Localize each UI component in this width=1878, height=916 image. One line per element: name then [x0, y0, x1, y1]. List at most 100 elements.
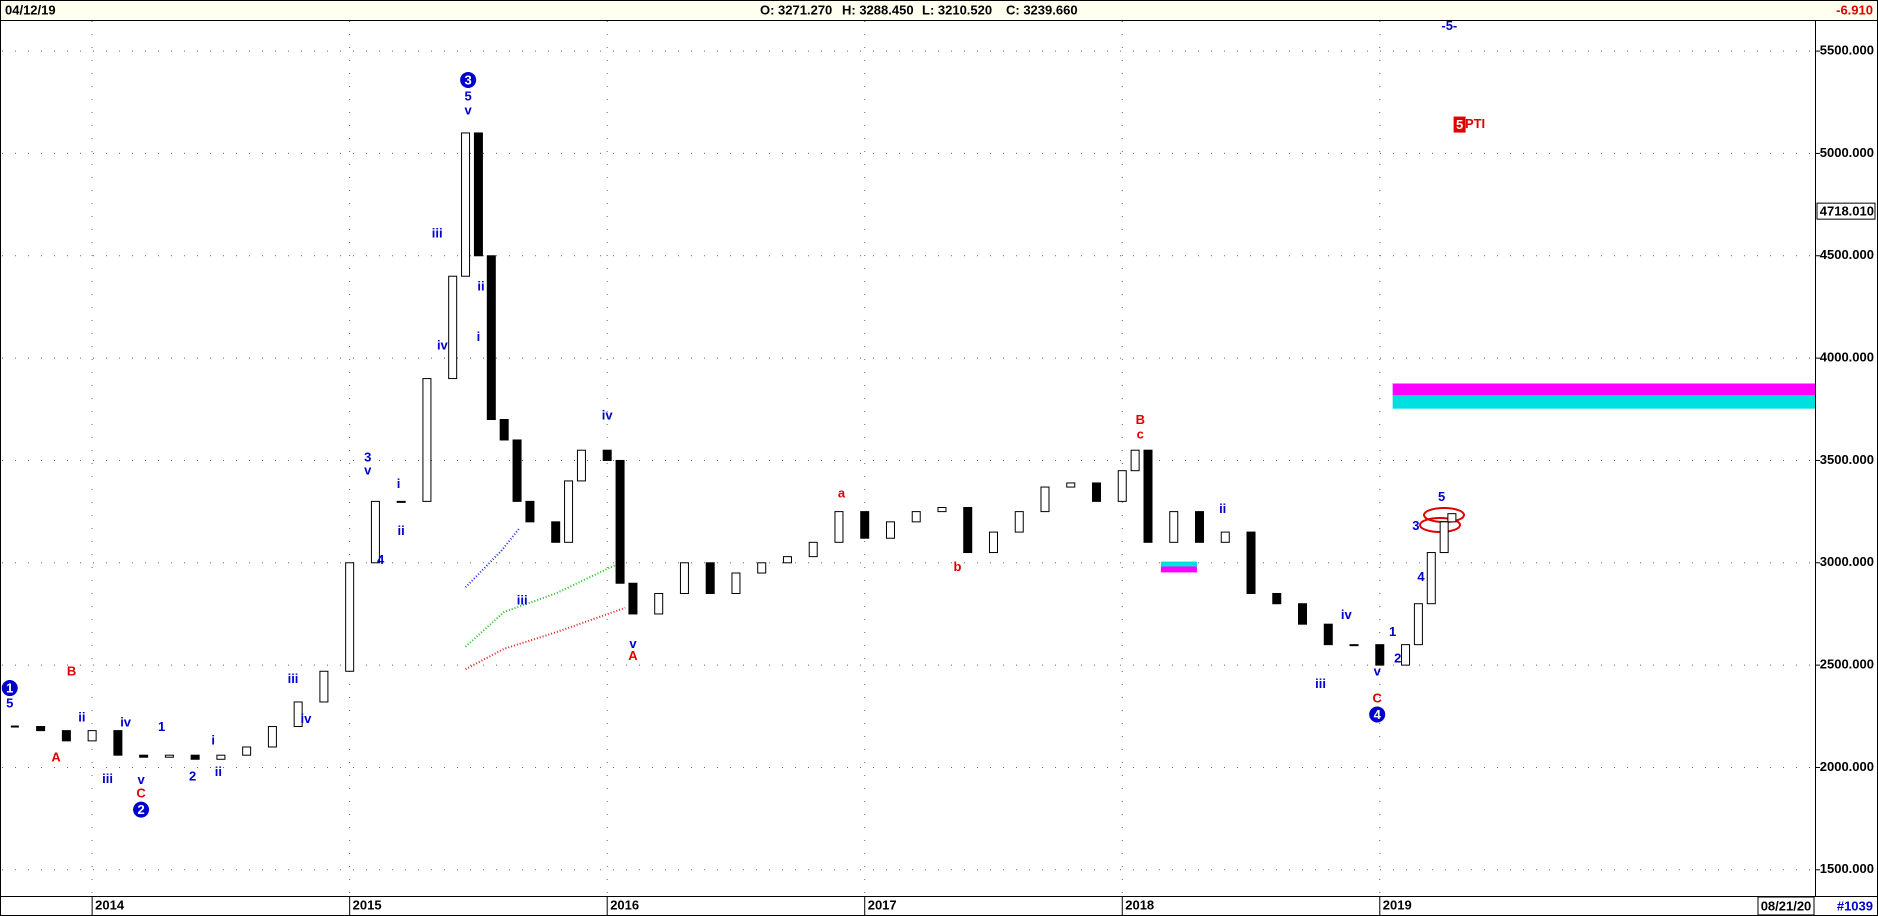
- wave-label: 1: [6, 680, 13, 695]
- candle: [654, 592, 664, 615]
- candle: [486, 255, 496, 421]
- y-tick-label: 5000.000: [1820, 145, 1874, 160]
- candle: [216, 754, 226, 760]
- candle: [1014, 511, 1024, 533]
- wave-label: ii: [398, 523, 405, 538]
- wave-label: 4: [1374, 707, 1382, 722]
- x-tick-label: 2017: [868, 897, 897, 912]
- wave-label: 5: [6, 696, 13, 711]
- candle: [1349, 644, 1359, 647]
- candle: [461, 132, 471, 277]
- header-close: C: 3239.660: [1006, 2, 1078, 17]
- x-tick-label: 2019: [1383, 897, 1412, 912]
- price-marker-box: [1816, 202, 1876, 220]
- candle: [113, 730, 123, 756]
- candle: [61, 730, 71, 742]
- candle: [370, 500, 380, 564]
- wave-label: iii: [1315, 676, 1326, 691]
- candle: [757, 562, 767, 574]
- candle: [36, 726, 46, 732]
- wave-label: B: [67, 664, 76, 679]
- wave-label: i: [211, 732, 215, 747]
- target-zone: [1160, 561, 1197, 567]
- x-tick-label: 2016: [610, 897, 639, 912]
- candle: [1401, 644, 1411, 666]
- wave-label: 1: [158, 719, 165, 734]
- candle: [834, 511, 844, 543]
- wave-label: ii: [477, 279, 484, 294]
- x-tick-label: 2015: [353, 897, 382, 912]
- wave-label: iii: [288, 671, 299, 686]
- candle: [448, 275, 458, 380]
- candle: [345, 562, 355, 672]
- wave-box: [1453, 116, 1466, 133]
- header-high: H: 3288.450: [842, 2, 914, 17]
- y-tick-label: 2000.000: [1820, 759, 1874, 774]
- overlay-line: [465, 606, 626, 671]
- y-tick-label: 4500.000: [1820, 247, 1874, 262]
- candle: [319, 670, 329, 703]
- price-marker-label: 4718.010: [1820, 204, 1874, 219]
- wave-label: v: [364, 463, 372, 478]
- wave-label: a: [838, 486, 846, 501]
- date-strip: [0, 896, 1878, 916]
- header-low: L: 3210.520: [922, 2, 992, 17]
- overlay-line: [464, 527, 521, 589]
- wave-label: v: [629, 636, 637, 651]
- wave-label: ii: [215, 764, 222, 779]
- y-tick-label: 5500.000: [1820, 43, 1874, 58]
- candle: [1246, 531, 1256, 594]
- candle: [512, 439, 522, 502]
- candle: [422, 378, 432, 502]
- wave-label: iii: [102, 771, 113, 786]
- wave-circle: [1369, 706, 1386, 723]
- wave-label: 3: [1412, 518, 1419, 533]
- wave-label: B: [1136, 412, 1145, 427]
- wave-label: 4: [377, 552, 385, 567]
- header-date: 04/12/19: [5, 2, 56, 17]
- candle: [1066, 482, 1076, 488]
- y-tick-label: 3000.000: [1820, 554, 1874, 569]
- wave-label: 3: [364, 449, 371, 464]
- candle: [1143, 449, 1153, 543]
- candle: [1323, 623, 1333, 646]
- wave-label: A: [628, 648, 638, 663]
- wave-label: iv: [120, 714, 132, 729]
- wave-label: b: [953, 559, 961, 574]
- wave-label: A: [51, 749, 61, 764]
- candle: [615, 459, 625, 584]
- wave-label: 5: [1456, 117, 1463, 132]
- wave-label: c: [1137, 427, 1144, 442]
- candle: [87, 730, 97, 742]
- y-tick-label: 4000.000: [1820, 350, 1874, 365]
- candle: [679, 562, 689, 594]
- wave-label: iv: [437, 337, 449, 352]
- wave-label: iv: [602, 407, 614, 422]
- x-tick-label: 2018: [1125, 897, 1154, 912]
- wave-label: 3: [465, 72, 472, 87]
- wave-label: iv: [300, 711, 312, 726]
- wave-label: iv: [1341, 607, 1353, 622]
- candle: [576, 449, 586, 482]
- target-zone: [1160, 566, 1197, 573]
- candle: [885, 521, 895, 539]
- candle: [988, 531, 998, 554]
- candle: [499, 419, 509, 441]
- candle: [1447, 513, 1457, 523]
- candle: [1375, 644, 1385, 666]
- wave-label: -5-: [1441, 18, 1457, 33]
- candle: [139, 754, 149, 758]
- wave-label: 2: [137, 802, 144, 817]
- chart-id: #1039: [1837, 898, 1873, 913]
- wave-label: 1: [1389, 624, 1396, 639]
- end-date: 08/21/20: [1761, 898, 1812, 913]
- candle: [602, 449, 612, 461]
- wave-label: 5: [1438, 489, 1445, 504]
- candle: [164, 754, 174, 758]
- candle: [1195, 511, 1205, 543]
- wave-label: 5: [465, 88, 472, 103]
- candle: [1169, 511, 1179, 543]
- wave-label: i: [397, 476, 401, 491]
- candle: [911, 511, 921, 523]
- target-zone: [1392, 395, 1815, 409]
